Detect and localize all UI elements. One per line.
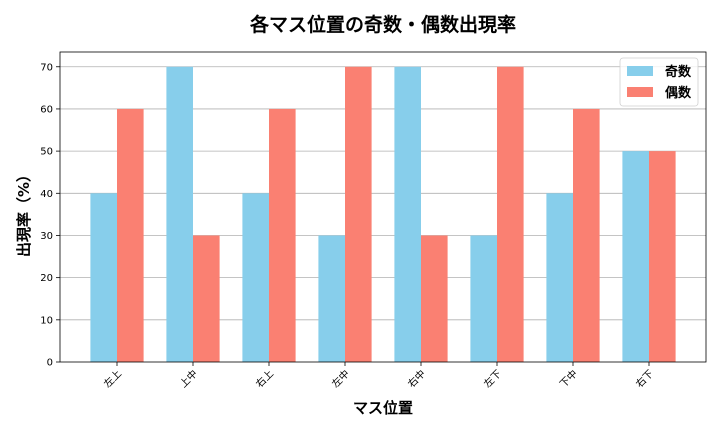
y-axis-label: 出現率（%） (15, 167, 33, 257)
x-axis-ticks: 左上 上中 右上 左中 右中 左下 下中 右下 (101, 362, 656, 390)
y-tick-label: 10 (40, 315, 53, 326)
legend-swatch (627, 87, 653, 97)
bar-odd (242, 193, 269, 362)
grid-lines (60, 66, 706, 321)
bar-even (497, 66, 524, 362)
y-tick-label: 20 (40, 273, 53, 284)
y-tick-label: 50 (40, 147, 53, 158)
bar-odd (318, 235, 345, 362)
bar-even (193, 235, 220, 362)
x-tick-label: 上中 (177, 367, 200, 390)
chart-title: 各マス位置の奇数・偶数出現率 (249, 13, 516, 36)
bar-odd (90, 193, 117, 362)
bar-odd (622, 151, 649, 362)
bar-even (345, 66, 372, 362)
bar-even (421, 235, 448, 362)
x-tick-label: 左中 (329, 367, 352, 390)
legend-label: 奇数 (665, 64, 692, 80)
x-tick-label: 左上 (101, 367, 124, 390)
y-tick-label: 60 (40, 104, 53, 115)
y-tick-label: 40 (40, 189, 53, 200)
legend-swatch (627, 66, 653, 76)
bar-odd (470, 235, 497, 362)
bars (90, 66, 676, 362)
y-tick-label: 30 (40, 231, 53, 242)
bar-even (269, 108, 296, 362)
legend-label: 偶数 (665, 85, 692, 101)
x-tick-label: 下中 (557, 367, 580, 390)
y-axis-ticks: 0 10 20 30 40 50 60 70 (40, 62, 60, 369)
bar-even (649, 151, 676, 362)
bar-odd (546, 193, 573, 362)
bar-even (117, 108, 144, 362)
plot-frame (59, 51, 707, 363)
x-tick-label: 左下 (481, 367, 504, 390)
x-tick-label: 右下 (633, 367, 656, 390)
y-tick-label: 70 (40, 62, 53, 73)
bar-odd (166, 66, 193, 362)
y-tick-label: 0 (47, 358, 53, 369)
x-tick-label: 右中 (405, 367, 428, 390)
x-tick-label: 右上 (253, 367, 276, 390)
bar-odd (394, 66, 421, 362)
x-axis-label: マス位置 (353, 399, 413, 417)
bar-even (573, 108, 600, 362)
